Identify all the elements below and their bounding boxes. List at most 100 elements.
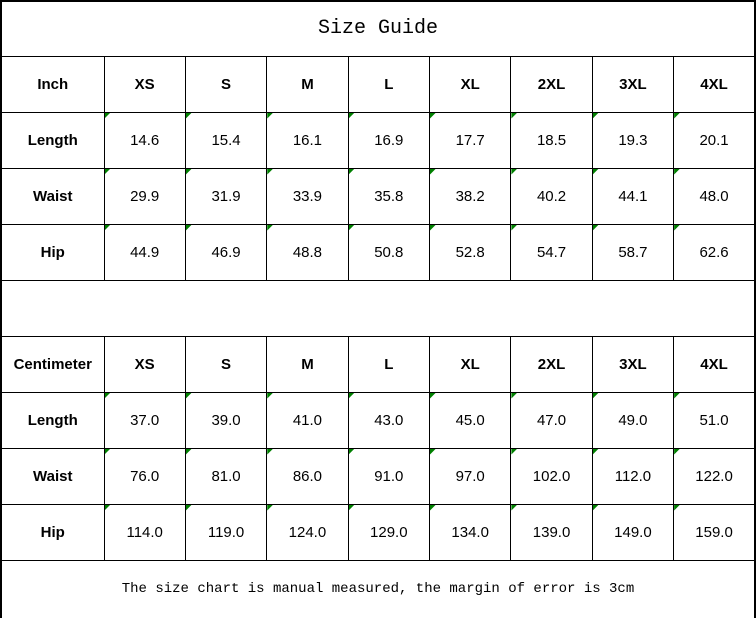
size-header-cell: L: [347, 335, 431, 393]
measurement-value: 47.0: [536, 411, 567, 429]
cm-length-row: Length 37.0 39.0 41.0 43.0 45.0 47.0 49.…: [0, 391, 756, 449]
measurement-value: 81.0: [211, 467, 241, 485]
flag-triangle-icon: [105, 113, 111, 119]
measurement-value: 76.0: [130, 467, 160, 485]
flag-triangle-icon: [430, 113, 436, 119]
measurement-value-cell: 31.9: [184, 167, 268, 225]
page-title: Size Guide: [0, 0, 756, 57]
flag-triangle-icon: [511, 169, 518, 175]
measurement-value: 50.8: [374, 243, 404, 261]
measurement-value-cell: 91.0: [347, 447, 431, 505]
spacer-row: [0, 279, 756, 337]
title-row: Size Guide: [0, 0, 756, 57]
measurement-value: 44.1: [618, 187, 648, 205]
measurement-value: 35.8: [374, 187, 404, 205]
measurement-value-cell: 51.0: [673, 391, 756, 449]
row-label-cell: Waist: [0, 447, 105, 505]
measurement-value: 16.1: [292, 131, 323, 149]
measurement-value: 46.9: [211, 243, 241, 261]
flag-triangle-icon: [267, 393, 274, 399]
measurement-value: 51.0: [699, 411, 729, 429]
flag-triangle-icon: [105, 505, 111, 511]
measurement-value-cell: 97.0: [428, 447, 512, 505]
size-header-cell: S: [184, 335, 268, 393]
flag-triangle-icon: [105, 393, 111, 399]
measurement-value-cell: 45.0: [428, 391, 512, 449]
measurement-value: 14.6: [130, 131, 160, 149]
measurement-value: 17.7: [455, 131, 485, 149]
measurement-value: 37.0: [130, 411, 160, 429]
flag-triangle-icon: [186, 505, 192, 511]
measurement-value: 139.0: [532, 523, 571, 541]
measurement-value-cell: 40.2: [510, 167, 593, 225]
flag-triangle-icon: [267, 449, 274, 455]
flag-triangle-icon: [430, 505, 436, 511]
flag-triangle-icon: [186, 169, 192, 175]
measurement-value: 114.0: [126, 523, 163, 541]
measurement-value-cell: 14.6: [103, 111, 186, 169]
flag-triangle-icon: [349, 113, 355, 119]
measurement-value: 20.1: [699, 131, 729, 149]
measurement-value-cell: 35.8: [347, 167, 431, 225]
measurement-value: 40.2: [536, 187, 567, 205]
measurement-value-cell: 37.0: [103, 391, 186, 449]
measurement-value: 48.0: [699, 187, 729, 205]
flag-triangle-icon: [349, 505, 355, 511]
measurement-value: 112.0: [614, 467, 652, 485]
measurement-value-cell: 41.0: [266, 391, 349, 449]
measurement-value-cell: 139.0: [510, 503, 593, 561]
measurement-value-cell: 18.5: [510, 111, 593, 169]
measurement-value: 29.9: [130, 187, 160, 205]
flag-triangle-icon: [511, 449, 518, 455]
flag-triangle-icon: [593, 113, 599, 119]
flag-triangle-icon: [674, 505, 681, 511]
inch-hip-row: Hip 44.9 46.9 48.8 50.8 52.8 54.7 58.7 6…: [0, 223, 756, 281]
flag-triangle-icon: [186, 113, 192, 119]
size-header-cell: 4XL: [673, 55, 756, 113]
size-header-cell: 4XL: [673, 335, 756, 393]
size-header-cell: L: [347, 55, 431, 113]
flag-triangle-icon: [267, 505, 274, 511]
measurement-value-cell: 112.0: [591, 447, 675, 505]
measurement-value-cell: 43.0: [347, 391, 431, 449]
measurement-value-cell: 47.0: [510, 391, 593, 449]
measurement-value: 16.9: [374, 131, 404, 149]
unit-header-cell-inch: Inch: [0, 55, 105, 113]
measurement-value: 45.0: [455, 411, 485, 429]
measurement-value-cell: 58.7: [591, 223, 675, 281]
flag-triangle-icon: [105, 449, 111, 455]
spacer-cell: [0, 279, 756, 337]
measurement-value: 15.4: [211, 131, 241, 149]
flag-triangle-icon: [511, 113, 518, 119]
flag-triangle-icon: [186, 225, 192, 231]
measurement-value: 97.0: [455, 467, 485, 485]
flag-triangle-icon: [674, 393, 681, 399]
measurement-value-cell: 159.0: [673, 503, 756, 561]
flag-triangle-icon: [430, 225, 436, 231]
measurement-value: 18.5: [536, 131, 567, 149]
measurement-value-cell: 48.0: [673, 167, 756, 225]
measurement-value-cell: 129.0: [347, 503, 431, 561]
inch-header-row: Inch XS S M L XL 2XL 3XL 4XL: [0, 55, 756, 113]
measurement-value-cell: 52.8: [428, 223, 512, 281]
measurement-value-cell: 48.8: [266, 223, 349, 281]
measurement-value-cell: 49.0: [591, 391, 675, 449]
measurement-value-cell: 134.0: [428, 503, 512, 561]
size-header-cell: 2XL: [510, 55, 593, 113]
measurement-value-cell: 46.9: [184, 223, 268, 281]
flag-triangle-icon: [511, 225, 518, 231]
measurement-value: 58.7: [618, 243, 648, 261]
measurement-value-cell: 86.0: [266, 447, 349, 505]
size-header-cell: XL: [428, 335, 512, 393]
measurement-value-cell: 17.7: [428, 111, 512, 169]
row-label-cell: Length: [0, 391, 105, 449]
flag-triangle-icon: [674, 449, 681, 455]
measurement-value: 31.9: [211, 187, 241, 205]
measurement-value-cell: 119.0: [184, 503, 268, 561]
inch-waist-row: Waist 29.9 31.9 33.9 35.8 38.2 40.2 44.1…: [0, 167, 756, 225]
measurement-value-cell: 76.0: [103, 447, 186, 505]
row-label-cell: Hip: [0, 223, 105, 281]
flag-triangle-icon: [349, 393, 355, 399]
measurement-value-cell: 44.9: [103, 223, 186, 281]
size-header-cell: S: [184, 55, 268, 113]
